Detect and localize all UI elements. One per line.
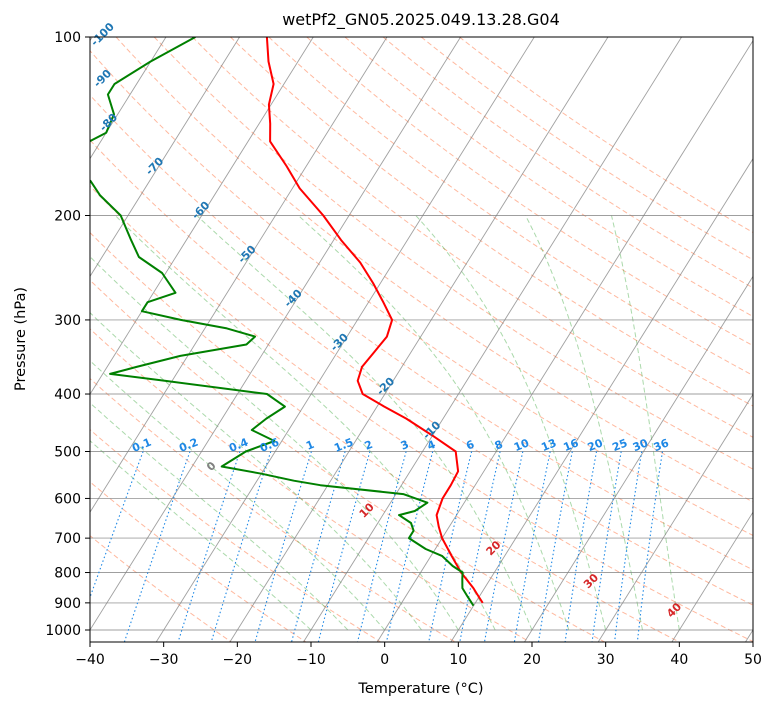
y-tick-label: 400 (54, 387, 81, 403)
dry-adiabat-line (459, 37, 753, 233)
isotherm-line (671, 511, 753, 642)
x-axis-label: Temperature (°C) (357, 681, 483, 697)
mixing-ratio-label: 25 (610, 436, 629, 454)
dry-adiabat-line (90, 50, 753, 537)
dry-adiabat-line (90, 139, 753, 606)
mixing-ratio-label: 20 (586, 436, 605, 454)
dewpoint-profile-line (90, 37, 475, 607)
mixing-ratio-line (591, 451, 622, 642)
mixing-ratio-line (537, 451, 573, 642)
x-tick-label: −10 (296, 652, 326, 668)
mixing-ratio-line (254, 451, 312, 642)
mixing-ratio-line (513, 451, 551, 642)
dry-adiabat-line (90, 185, 753, 642)
y-tick-label: 200 (54, 209, 81, 225)
x-tick-label: 0 (380, 652, 389, 668)
mixing-ratio-line (614, 451, 643, 642)
dry-adiabat-line (90, 481, 307, 642)
dry-adiabat-line (90, 279, 606, 642)
grid-layer (90, 37, 753, 642)
mixing-ratio-label: 16 (561, 436, 580, 454)
isotherm-line (229, 37, 609, 642)
x-tick-label: 50 (744, 652, 762, 668)
mixing-ratio-line (564, 451, 598, 642)
mixing-ratio-label: 36 (652, 436, 671, 454)
dry-adiabat-line (153, 37, 753, 470)
x-tick-label: −40 (75, 652, 105, 668)
mixing-ratio-line (636, 451, 664, 642)
isotherm-line (597, 393, 753, 642)
moist-adiabat-line (90, 255, 459, 631)
mixing-ratio-line (385, 451, 434, 642)
isotherm-line (450, 157, 753, 642)
isotherm-line (302, 37, 682, 642)
mixing-ratio-line (428, 451, 473, 642)
mixing-ratio-label: 1 (304, 438, 316, 453)
moist-adiabat-line (90, 402, 349, 631)
dry-adiabat-line (90, 231, 681, 642)
temperature-profile-line (265, 37, 484, 604)
isotherm-line (376, 39, 753, 642)
y-tick-label: 500 (54, 444, 81, 460)
x-tick-label: 40 (670, 652, 688, 668)
isotherm-line (90, 37, 167, 160)
isotherm-line (90, 37, 240, 278)
isotherm-line (523, 275, 753, 642)
mixing-ratio-line (317, 451, 371, 642)
dry-adiabat-line (90, 94, 753, 571)
mixing-ratio-line (177, 451, 241, 642)
mixing-ratio-line (123, 451, 191, 642)
dry-adiabat-line (90, 328, 531, 642)
mixing-ratio-label: 3 (399, 438, 411, 453)
x-tick-label: −20 (223, 652, 253, 668)
y-tick-label: 1000 (45, 623, 81, 639)
isotherm-line (90, 37, 461, 631)
dry-adiabat-line (90, 535, 233, 642)
axis-layer: −40 −30 −20 −10 0 10 20 30 40 50 100 200 300 400 500 60… (45, 30, 762, 668)
moist-adiabat-line (525, 215, 643, 631)
series-layer (90, 37, 484, 607)
mixing-ratio-label: 8 (493, 438, 505, 453)
chart-title: wetPf2_GN05.2025.049.13.28.G04 (282, 10, 560, 30)
plot-frame (89, 36, 754, 643)
mixing-ratio-label: 2 (363, 438, 375, 453)
dry-adiabat-line (192, 37, 753, 438)
mixing-ratio-label: 13 (539, 436, 558, 454)
mixing-ratio-label: 10 (512, 436, 531, 454)
y-tick-label: 800 (54, 566, 81, 582)
moist-adiabat-line (90, 360, 386, 631)
y-axis-label: Pressure (hPa) (13, 287, 29, 391)
isotherm-line (90, 37, 314, 396)
mixing-ratio-line (210, 451, 272, 642)
dry-adiabat-line (230, 37, 753, 407)
x-tick-label: −30 (149, 652, 179, 668)
isotherm-line (155, 37, 535, 642)
y-tick-label: 300 (54, 313, 81, 329)
dry-adiabat-line (344, 37, 753, 318)
dry-adiabat-line (268, 37, 753, 377)
y-tick-label: 600 (54, 491, 81, 507)
x-tick-label: 30 (597, 652, 615, 668)
mixing-ratio-line (356, 451, 407, 642)
dry-adiabat-line (306, 37, 753, 347)
isotherm-line (90, 37, 388, 514)
x-tick-label: 20 (523, 652, 541, 668)
mixing-ratio-line (483, 451, 524, 642)
y-tick-label: 700 (54, 531, 81, 547)
dry-adiabat-line (90, 377, 457, 642)
y-tick-label: 100 (54, 30, 81, 46)
dry-adiabat-line (420, 37, 753, 261)
mixing-ratio-label: 30 (631, 436, 650, 454)
mixing-ratio-line (459, 451, 501, 642)
x-tick-label: 10 (449, 652, 467, 668)
mixing-ratio-line (290, 451, 346, 642)
y-tick-label: 900 (54, 596, 81, 612)
